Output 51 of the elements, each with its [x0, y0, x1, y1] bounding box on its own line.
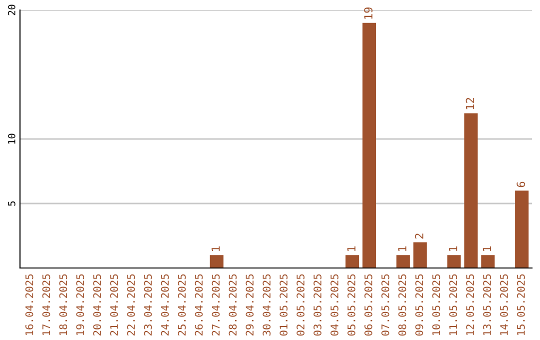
data-label: 6 — [516, 182, 526, 188]
data-label: 1 — [449, 246, 458, 251]
data-label: 12 — [466, 98, 474, 110]
y-tick-label: 10 — [8, 134, 16, 144]
x-tick-label: 21.04.2025 — [110, 274, 118, 336]
bar — [413, 242, 427, 268]
x-tick-label: 02.05.2025 — [296, 274, 304, 336]
bar — [210, 255, 224, 268]
bar — [447, 255, 461, 268]
x-tick-label: 13.05.2025 — [483, 274, 491, 336]
bar — [515, 190, 529, 268]
x-tick-label: 16.04.2025 — [25, 274, 34, 336]
x-tick-label: 03.05.2025 — [314, 274, 322, 336]
data-label: 19 — [364, 7, 372, 19]
data-label: 1 — [347, 246, 356, 251]
x-tick-label: 06.05.2025 — [364, 274, 372, 336]
x-tick-label: 28.04.2025 — [228, 274, 237, 336]
x-tick-label: 30.04.2025 — [262, 274, 271, 336]
x-tick-label: 26.04.2025 — [194, 274, 203, 336]
x-tick-label: 29.04.2025 — [246, 274, 254, 336]
x-tick-label: 15.05.2025 — [517, 274, 525, 336]
x-tick-label: 04.05.2025 — [330, 274, 338, 336]
data-label: 1 — [482, 246, 492, 251]
x-tick-label: 05.05.2025 — [347, 274, 356, 336]
x-tick-label: 12.05.2025 — [466, 274, 474, 336]
x-tick-label: 27.04.2025 — [212, 274, 220, 336]
x-tick-label: 07.05.2025 — [381, 274, 390, 336]
x-tick-label: 11.05.2025 — [449, 274, 458, 336]
data-label: 1 — [398, 246, 406, 251]
x-tick-label: 17.04.2025 — [42, 274, 50, 336]
bar — [396, 255, 410, 268]
y-tick-label: 5 — [8, 201, 16, 206]
bar — [464, 113, 478, 268]
x-tick-label: 20.04.2025 — [93, 274, 102, 336]
x-tick-label: 10.05.2025 — [432, 274, 440, 336]
x-tick-label: 23.04.2025 — [144, 274, 152, 336]
x-tick-label: 18.04.2025 — [59, 274, 68, 336]
x-tick-label: 14.05.2025 — [500, 274, 508, 336]
x-tick-label: 09.05.2025 — [415, 274, 424, 336]
x-tick-label: 25.04.2025 — [178, 274, 186, 336]
data-label: 2 — [414, 234, 424, 239]
bar — [346, 255, 360, 268]
y-tick-label: 20 — [8, 4, 16, 16]
data-label: 1 — [212, 246, 220, 251]
bar — [362, 22, 376, 268]
x-tick-label: 08.05.2025 — [398, 274, 406, 336]
bar — [481, 255, 495, 268]
x-tick-label: 01.05.2025 — [280, 274, 288, 336]
x-tick-label: 19.04.2025 — [76, 274, 84, 336]
x-tick-label: 22.04.2025 — [127, 274, 135, 336]
x-tick-label: 24.04.2025 — [160, 274, 169, 336]
